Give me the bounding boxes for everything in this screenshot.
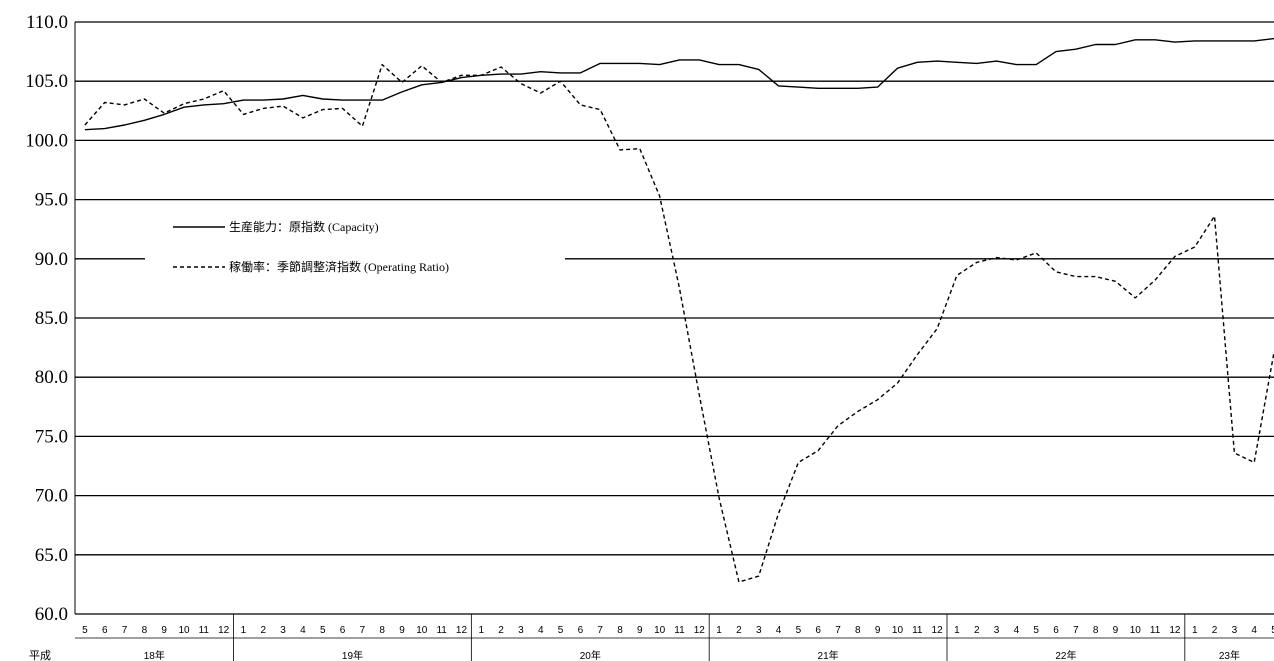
x-tick-label: 11 <box>199 625 210 636</box>
x-tick-label: 11 <box>1150 625 1161 636</box>
x-tick-label: 1 <box>716 625 722 636</box>
x-axis: 5 6 7 8 9 10 11 12 1 2 3 4 5 6 7 8 9 10 11 12 1 2 3 4 5 6 7 8 9 10 11 1… <box>75 614 1274 661</box>
year-label: 18年 <box>144 649 165 661</box>
grid-lines <box>74 21 1274 615</box>
x-tick-label: 1 <box>954 625 960 636</box>
series-line-operating-ratio <box>84 63 1274 583</box>
x-tick-label: 8 <box>142 625 148 636</box>
x-tick-label: 12 <box>456 625 468 636</box>
x-tick-label: 8 <box>617 625 623 636</box>
x-tick-label: 5 <box>82 625 88 636</box>
legend-label-capacity: 生産能力：原指数 (Capacity) <box>229 219 379 234</box>
x-tick-label: 5 <box>320 625 326 636</box>
x-tick-label: 11 <box>912 625 923 636</box>
x-tick-label: 7 <box>597 625 603 636</box>
x-tick-label: 1 <box>241 625 247 636</box>
year-label: 21年 <box>818 649 839 661</box>
year-label: 20年 <box>580 649 601 661</box>
x-tick-label: 6 <box>340 625 346 636</box>
x-tick-label: 9 <box>161 625 167 636</box>
x-tick-label: 2 <box>736 625 742 636</box>
x-tick-label: 12 <box>1169 625 1181 636</box>
x-tick-label: 8 <box>1093 625 1099 636</box>
x-tick-label: 9 <box>875 625 881 636</box>
x-tick-label: 2 <box>498 625 504 636</box>
x-tick-label: 2 <box>974 625 980 636</box>
x-tick-label: 1 <box>478 625 484 636</box>
x-tick-label: 3 <box>518 625 524 636</box>
x-tick-label: 3 <box>280 625 286 636</box>
x-tick-label: 6 <box>102 625 108 636</box>
x-tick-label: 10 <box>416 625 428 636</box>
x-tick-label: 2 <box>260 625 266 636</box>
x-tick-label: 4 <box>300 625 306 636</box>
x-tick-label: 4 <box>1251 625 1257 636</box>
x-tick-label: 9 <box>1113 625 1119 636</box>
era-label: 平成 <box>29 649 51 661</box>
x-tick-label: 5 <box>1033 625 1039 636</box>
x-tick-label: 3 <box>756 625 762 636</box>
x-tick-label: 4 <box>1014 625 1020 636</box>
x-tick-label: 5 <box>1271 625 1274 636</box>
y-tick-label: 65.0 <box>35 545 68 566</box>
x-tick-label: 5 <box>796 625 802 636</box>
x-tick-label: 8 <box>855 625 861 636</box>
x-tick-label: 12 <box>218 625 230 636</box>
y-tick-label: 90.0 <box>35 249 68 270</box>
year-label: 19年 <box>342 649 363 661</box>
x-tick-label: 8 <box>379 625 385 636</box>
y-tick-label: 75.0 <box>35 426 68 447</box>
x-tick-label: 9 <box>637 625 643 636</box>
legend-label-operating-ratio: 稼働率：季節調整済指数 (Operating Ratio) <box>229 259 449 274</box>
legend: 生産能力：原指数 (Capacity) 稼働率：季節調整済指数 (Operati… <box>145 212 565 274</box>
x-tick-label: 6 <box>1053 625 1059 636</box>
series-line-capacity <box>84 37 1274 131</box>
x-tick-label: 11 <box>436 625 447 636</box>
x-tick-label: 6 <box>578 625 584 636</box>
x-tick-label: 3 <box>994 625 1000 636</box>
x-tick-label: 12 <box>694 625 706 636</box>
x-tick-label: 7 <box>835 625 841 636</box>
x-tick-label: 3 <box>1232 625 1238 636</box>
x-tick-label: 4 <box>538 625 544 636</box>
y-tick-label: 60.0 <box>35 604 68 625</box>
x-tick-label: 7 <box>360 625 366 636</box>
y-tick-label: 110.0 <box>26 12 68 33</box>
x-tick-label: 11 <box>674 625 685 636</box>
x-tick-label: 4 <box>776 625 782 636</box>
y-axis-ticks: 110.0 105.0 100.0 95.0 90.0 85.0 80.0 75.0 70.0 6… <box>25 12 68 625</box>
legend-background <box>145 212 565 274</box>
x-tick-label: 9 <box>399 625 405 636</box>
y-tick-label: 80.0 <box>35 367 68 388</box>
y-tick-label: 70.0 <box>35 486 68 507</box>
x-tick-label: 1 <box>1192 625 1198 636</box>
series-lines <box>84 37 1274 583</box>
x-tick-label: 5 <box>558 625 564 636</box>
y-tick-label: 105.0 <box>25 71 68 92</box>
x-tick-label: 7 <box>122 625 128 636</box>
x-tick-label: 10 <box>892 625 904 636</box>
x-tick-label: 10 <box>1130 625 1142 636</box>
year-label: 23年 <box>1219 649 1240 661</box>
y-tick-label: 100.0 <box>25 130 68 151</box>
y-tick-label: 85.0 <box>35 308 68 329</box>
x-tick-label: 6 <box>815 625 821 636</box>
x-tick-label: 7 <box>1073 625 1079 636</box>
x-tick-label: 10 <box>178 625 190 636</box>
x-tick-label: 10 <box>654 625 666 636</box>
x-tick-label: 12 <box>932 625 944 636</box>
x-tick-label: 2 <box>1212 625 1218 636</box>
year-label: 22年 <box>1055 649 1076 661</box>
y-tick-label: 95.0 <box>35 190 68 211</box>
